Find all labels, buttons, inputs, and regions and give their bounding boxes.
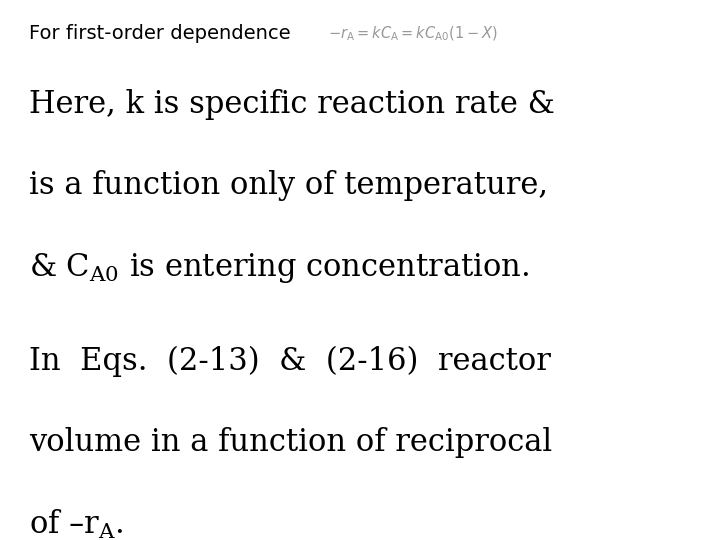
Text: $-r_\mathrm{A} = kC_\mathrm{A} = kC_\mathrm{A0}(1 - X)$: $-r_\mathrm{A} = kC_\mathrm{A} = kC_\mat… <box>328 24 498 43</box>
Text: of –r$_{\mathregular{A}}$.: of –r$_{\mathregular{A}}$. <box>29 508 123 540</box>
Text: & C$_{\mathregular{A0}}$ is entering concentration.: & C$_{\mathregular{A0}}$ is entering con… <box>29 251 529 285</box>
Text: For first-order dependence: For first-order dependence <box>29 24 290 43</box>
Text: In  Eqs.  (2-13)  &  (2-16)  reactor: In Eqs. (2-13) & (2-16) reactor <box>29 346 551 377</box>
Text: volume in a function of reciprocal: volume in a function of reciprocal <box>29 427 552 457</box>
Text: is a function only of temperature,: is a function only of temperature, <box>29 170 548 201</box>
Text: Here, k is specific reaction rate &: Here, k is specific reaction rate & <box>29 89 554 120</box>
